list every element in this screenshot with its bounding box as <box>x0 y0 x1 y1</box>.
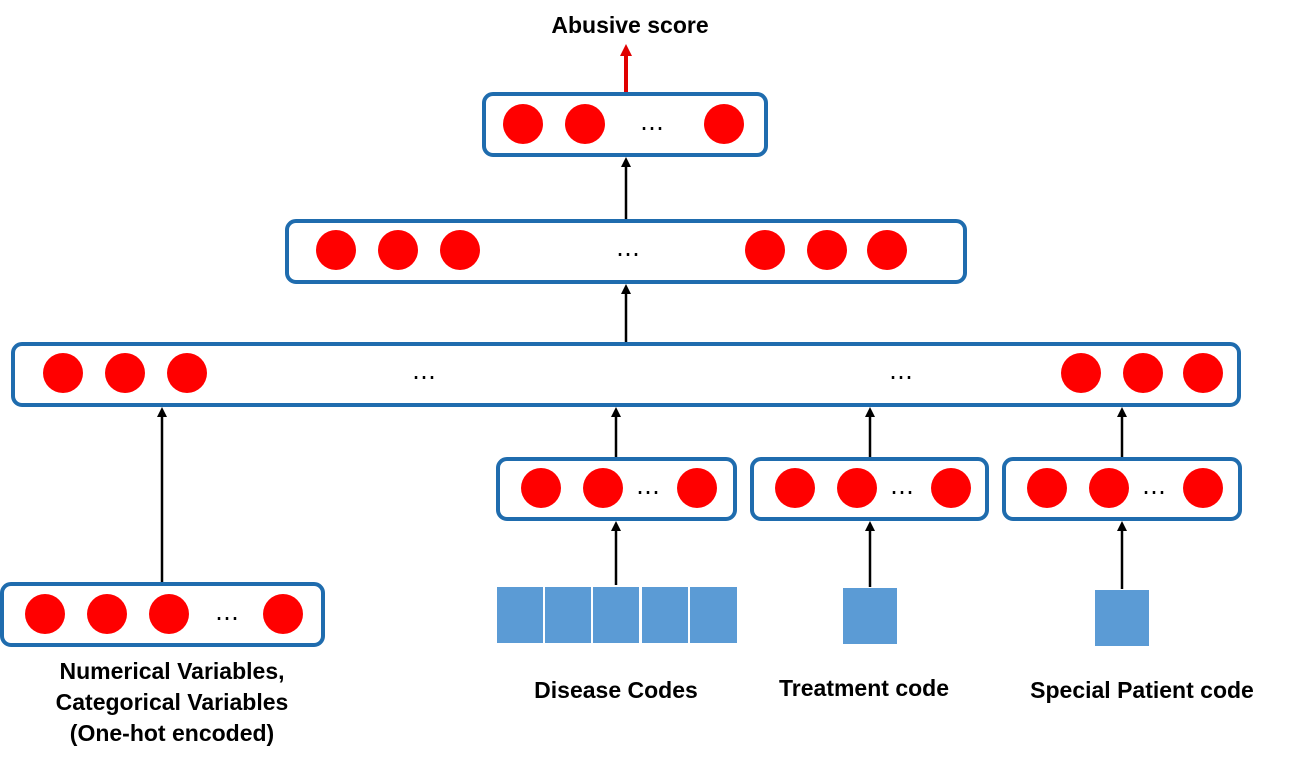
ellipsis: … <box>889 357 913 385</box>
neuron <box>521 468 561 508</box>
neuron <box>1183 468 1223 508</box>
neuron <box>775 468 815 508</box>
special-patient-embedding-layer: … <box>1002 457 1242 521</box>
neuron <box>1123 353 1163 393</box>
neuron <box>316 230 356 270</box>
special-patient-code-square <box>1095 590 1149 646</box>
numerical-input-layer: … <box>0 582 325 647</box>
neuron <box>378 230 418 270</box>
numerical-label-line-3: (One-hot encoded) <box>70 720 274 746</box>
neuron <box>105 353 145 393</box>
neuron <box>867 230 907 270</box>
ellipsis: … <box>636 472 660 500</box>
neuron <box>503 104 543 144</box>
ellipsis: … <box>616 234 640 262</box>
neuron <box>440 230 480 270</box>
special-patient-code-label: Special Patient code <box>1030 677 1254 703</box>
code-square <box>642 587 688 643</box>
neuron <box>1061 353 1101 393</box>
neuron <box>931 468 971 508</box>
neuron <box>1183 353 1223 393</box>
neuron <box>565 104 605 144</box>
code-square <box>497 587 543 643</box>
hidden-layer-1: … … <box>11 342 1241 407</box>
ellipsis: … <box>1142 472 1166 500</box>
disease-codes-label: Disease Codes <box>534 677 698 703</box>
ellipsis: … <box>412 357 436 385</box>
neuron <box>87 594 127 634</box>
neuron <box>25 594 65 634</box>
neuron <box>263 594 303 634</box>
code-square <box>690 587 737 643</box>
output-layer: … <box>482 92 768 157</box>
neuron <box>583 468 623 508</box>
disease-code-inputs <box>497 587 737 643</box>
neuron <box>677 468 717 508</box>
hidden-layer-1-box <box>11 342 1241 407</box>
neuron <box>745 230 785 270</box>
code-square <box>593 587 639 643</box>
numerical-label-line-1: Numerical Variables, <box>59 658 284 684</box>
neuron <box>1027 468 1067 508</box>
ellipsis: … <box>215 598 239 626</box>
ellipsis: … <box>640 108 664 136</box>
ellipsis: … <box>890 472 914 500</box>
hidden-layer-2: … <box>285 219 967 284</box>
neuron <box>149 594 189 634</box>
neuron <box>837 468 877 508</box>
output-layer-box <box>482 92 768 157</box>
neuron <box>43 353 83 393</box>
neuron <box>1089 468 1129 508</box>
output-label: Abusive score <box>551 12 708 38</box>
treatment-code-square <box>843 588 897 644</box>
treatment-code-label: Treatment code <box>779 675 949 701</box>
neuron <box>704 104 744 144</box>
disease-embedding-layer: … <box>496 457 737 521</box>
code-square <box>545 587 591 643</box>
neuron <box>807 230 847 270</box>
numerical-label-line-2: Categorical Variables <box>56 689 289 715</box>
neuron <box>167 353 207 393</box>
treatment-embedding-layer: … <box>750 457 989 521</box>
